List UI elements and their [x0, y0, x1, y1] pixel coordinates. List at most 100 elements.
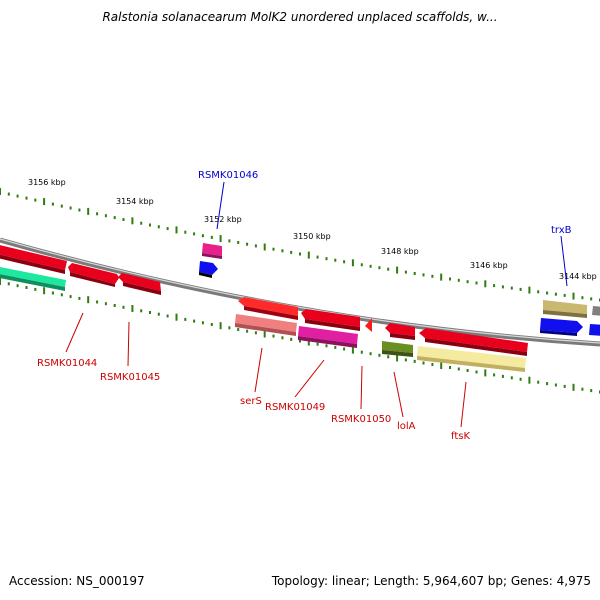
- scale-tick: [457, 278, 460, 282]
- scale-tick: [413, 359, 416, 363]
- scale-tick: [493, 373, 496, 377]
- scale-tick: [51, 291, 54, 295]
- scale-tick: [78, 296, 81, 300]
- genes-layer: [0, 243, 600, 372]
- scale-tick: [184, 230, 187, 234]
- scale-tick: [193, 232, 196, 236]
- scale-tick: [157, 225, 160, 229]
- scale-tick: [166, 227, 169, 231]
- scale-tick: [246, 329, 249, 333]
- scale-tick: [96, 212, 99, 216]
- label-trxB[interactable]: trxB: [551, 225, 572, 236]
- scale-tick: [210, 235, 213, 239]
- gene-feature[interactable]: [382, 341, 413, 357]
- scale-tick: [69, 206, 72, 210]
- scale-tick: [69, 295, 72, 299]
- scale-tick: [440, 362, 443, 369]
- scale-tick: [360, 350, 363, 354]
- scale-tick: [43, 198, 46, 206]
- label-RSMK01045[interactable]: RSMK01045: [100, 372, 160, 383]
- label-RSMK01044[interactable]: RSMK01044: [37, 358, 97, 369]
- scale-label: 3152 kbp: [204, 215, 242, 224]
- gene-RSMK01044[interactable]: [68, 263, 119, 287]
- scale-label: 3148 kbp: [381, 247, 419, 256]
- scale-tick: [581, 296, 584, 300]
- scale-tick: [51, 202, 54, 206]
- gene-feature[interactable]: [235, 314, 297, 336]
- scale-tick: [484, 369, 487, 377]
- lower-scale: [0, 278, 600, 394]
- gene-feature[interactable]: [540, 318, 583, 336]
- scale-tick: [299, 252, 301, 256]
- label-RSMK01046[interactable]: RSMK01046: [198, 170, 258, 181]
- gene-feature[interactable]: [199, 261, 218, 278]
- scale-label: 3146 kbp: [470, 261, 508, 270]
- scale-tick: [396, 266, 399, 274]
- gene-ftsK[interactable]: [419, 328, 528, 356]
- scale-tick: [572, 292, 575, 300]
- label-serS[interactable]: serS: [240, 396, 262, 407]
- scale-tick: [122, 305, 125, 309]
- accession-text: Accession: NS_000197: [9, 574, 145, 588]
- gene-RSMK01046[interactable]: [202, 243, 222, 259]
- scale-tick: [25, 286, 28, 289]
- scale-tick: [96, 300, 99, 304]
- scale-tick: [493, 284, 496, 288]
- scale-tick: [546, 291, 549, 295]
- scale-tick: [449, 277, 451, 281]
- gene-RSMK01050[interactable]: [365, 318, 372, 332]
- scale-tick: [272, 334, 275, 338]
- gene-feature[interactable]: [0, 266, 66, 291]
- scale-tick: [237, 328, 240, 331]
- gene-lolA[interactable]: [385, 323, 415, 340]
- gene-RSMK01045[interactable]: [118, 273, 161, 295]
- scale-tick: [307, 251, 310, 259]
- scale-tick: [157, 312, 160, 316]
- scale-tick: [122, 218, 125, 221]
- scale-tick: [431, 363, 434, 366]
- label-lolA[interactable]: lolA: [397, 421, 416, 432]
- scale-tick: [131, 305, 134, 312]
- scale-tick: [325, 344, 328, 348]
- scale-tick: [440, 273, 443, 281]
- scale-tick: [237, 241, 240, 244]
- scale-tick: [360, 263, 363, 267]
- scale-tick: [466, 369, 469, 372]
- gene-feature[interactable]: [298, 326, 358, 348]
- scale-tick: [113, 216, 116, 220]
- scale-tick: [554, 292, 557, 296]
- gene-feature[interactable]: [592, 306, 600, 316]
- gene-trxB[interactable]: [543, 300, 587, 318]
- scale-labels: 3156 kbp 3154 kbp 3152 kbp 3150 kbp 3148…: [28, 178, 597, 281]
- gene-feature[interactable]: [589, 324, 600, 336]
- gene-feature[interactable]: [417, 346, 526, 372]
- scale-tick: [404, 270, 407, 274]
- label-RSMK01049[interactable]: RSMK01049: [265, 402, 325, 413]
- upper-scale: [0, 188, 600, 302]
- label-RSMK01050[interactable]: RSMK01050: [331, 414, 391, 425]
- scale-tick: [334, 258, 337, 262]
- scale-tick: [34, 198, 37, 202]
- label-ftsK[interactable]: ftsK: [451, 431, 470, 442]
- scale-tick: [581, 387, 584, 391]
- gene-serS[interactable]: [238, 297, 298, 320]
- scale-tick: [60, 293, 63, 297]
- scale-tick: [378, 266, 381, 270]
- scale-tick: [60, 204, 63, 208]
- scale-tick: [0, 188, 1, 195]
- scale-tick: [25, 196, 28, 200]
- gene-feature[interactable]: [0, 244, 67, 274]
- gene-RSMK01049[interactable]: [301, 309, 360, 331]
- scale-tick: [510, 286, 513, 290]
- scale-tick: [537, 290, 540, 294]
- scale-tick: [104, 302, 107, 306]
- scale-tick: [572, 383, 575, 391]
- scale-label: 3154 kbp: [116, 197, 154, 206]
- scale-tick: [422, 361, 425, 365]
- scale-tick: [175, 313, 178, 321]
- scale-tick: [334, 345, 337, 349]
- scale-tick: [272, 247, 275, 251]
- leader-lines: [65, 181, 568, 428]
- scale-tick: [78, 208, 81, 212]
